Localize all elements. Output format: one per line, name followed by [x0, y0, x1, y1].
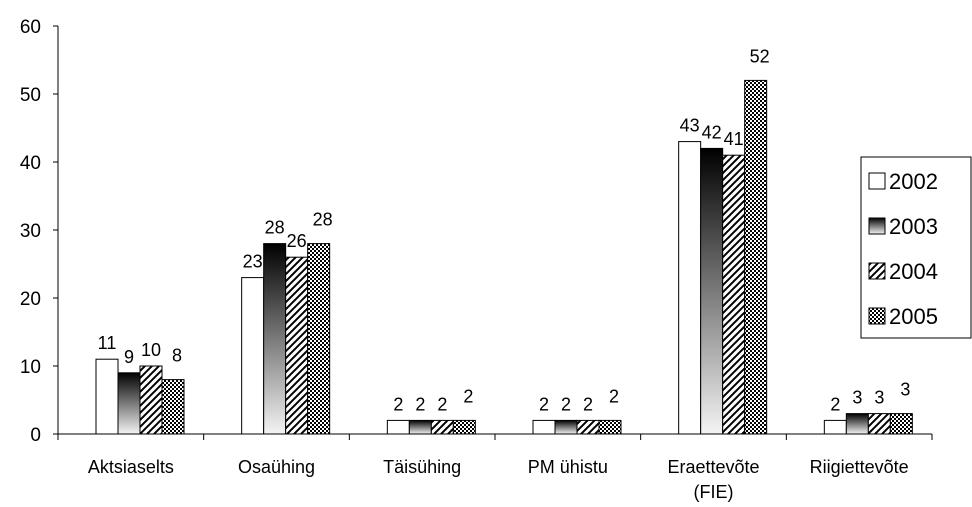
bar-2004: [576, 419, 600, 435]
data-label-2003: 3: [852, 388, 862, 408]
bar-2005: [452, 419, 476, 435]
bar-2003: [554, 419, 578, 435]
bar-2004: [722, 154, 746, 435]
data-label-2002: 23: [243, 252, 263, 272]
data-label-2002: 43: [680, 116, 700, 136]
data-label-2005: 2: [463, 386, 473, 406]
legend-swatch-2002: [868, 172, 886, 190]
legend-label-2005: 2005: [889, 304, 938, 329]
bar-2004: [139, 365, 163, 435]
bar-2004: [867, 413, 891, 435]
data-label-2003: 9: [124, 347, 134, 367]
legend-label-2002: 2002: [889, 169, 938, 194]
bar-2005: [307, 243, 331, 435]
y-tick-label: 30: [20, 221, 41, 242]
data-label-2005: 52: [750, 46, 770, 66]
bar-2005: [161, 379, 185, 435]
category-label: PM ühistu: [528, 457, 608, 477]
bar-2005: [598, 419, 622, 435]
category-label: Aktsiaselts: [88, 457, 174, 477]
bar-2004: [285, 256, 309, 435]
bar-2002: [95, 358, 119, 435]
bar-2003: [408, 419, 432, 435]
data-label-2003: 2: [415, 394, 425, 414]
y-tick-label: 10: [20, 357, 41, 378]
bar-2004: [430, 419, 454, 435]
bar-2005: [744, 79, 768, 435]
bar-2005: [889, 413, 913, 435]
category-label: Riigiettevõte: [810, 457, 909, 477]
y-tick-label: 40: [20, 153, 41, 174]
bar-2003: [700, 147, 724, 435]
category-label: Eraettevõte: [667, 457, 759, 477]
bar-2002: [386, 419, 410, 435]
data-label-2004: 10: [141, 340, 161, 360]
y-tick-label: 0: [30, 425, 41, 446]
bars: [95, 79, 913, 435]
legend-swatch-2003: [868, 217, 886, 235]
data-label-2003: 2: [561, 394, 571, 414]
bar-2003: [117, 372, 141, 435]
data-label-2005: 3: [900, 380, 910, 400]
y-tick-label: 50: [20, 85, 41, 106]
bar-2002: [823, 419, 847, 435]
legend-label-2004: 2004: [889, 259, 938, 284]
y-tick-label: 60: [20, 17, 41, 38]
legend-label-2003: 2003: [889, 214, 938, 239]
data-label-2003: 28: [265, 218, 285, 238]
bar-2002: [678, 141, 702, 435]
data-label-2004: 2: [583, 394, 593, 414]
bar-2002: [532, 419, 556, 435]
bar-2003: [263, 243, 287, 435]
data-label-2004: 41: [724, 129, 744, 149]
data-label-2005: 2: [609, 386, 619, 406]
data-label-2002: 2: [539, 394, 549, 414]
data-label-2004: 3: [874, 388, 884, 408]
data-label-2005: 8: [172, 346, 182, 366]
data-label-2002: 2: [393, 394, 403, 414]
y-tick-label: 20: [20, 289, 41, 310]
legend-swatch-2004: [868, 262, 886, 280]
axes: 0 10 20 30 40 50 60: [20, 17, 933, 446]
category-labels: Aktsiaselts Osaühing Täisühing PM ühistu Era…: [88, 457, 909, 502]
legend-swatch-2005: [868, 307, 886, 325]
data-label-2002: 2: [830, 394, 840, 414]
category-label: (FIE): [694, 482, 734, 502]
category-label: Osaühing: [238, 457, 315, 477]
bar-2003: [845, 413, 869, 435]
data-label-2002: 11: [98, 333, 117, 353]
category-label: Täisühing: [383, 457, 461, 477]
bar-2002: [241, 277, 265, 435]
legend: 2002 2003 2004 2005: [860, 156, 972, 339]
data-label-2004: 2: [437, 394, 447, 414]
data-label-2004: 26: [287, 231, 307, 251]
data-label-2003: 42: [702, 122, 722, 142]
data-label-2005: 28: [313, 210, 333, 230]
